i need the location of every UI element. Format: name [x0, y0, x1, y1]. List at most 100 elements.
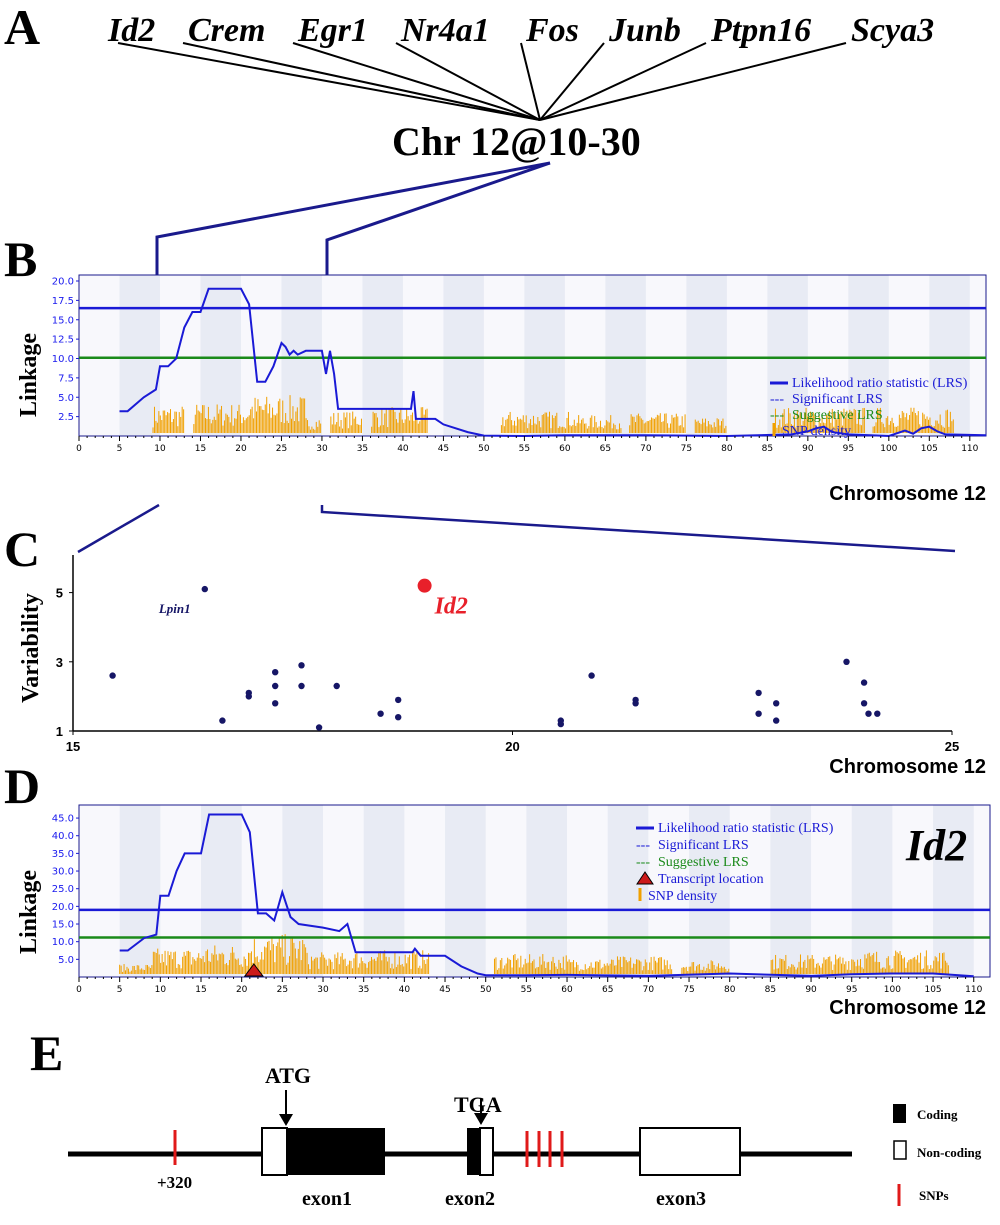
x-tick-label: 0: [76, 985, 82, 995]
stripe: [119, 275, 160, 436]
legend-swatch-dashes: ---: [636, 838, 650, 853]
x-tick-label: 75: [683, 985, 694, 995]
highlight-point-id2: [417, 578, 432, 593]
x-tick-label: 80: [721, 444, 733, 454]
x-tick-label: 20: [236, 985, 248, 995]
scatter-point: [245, 689, 252, 697]
stripe: [443, 275, 484, 436]
y-tick-label: 17.5: [52, 296, 74, 307]
x-tick-label: 90: [805, 985, 817, 995]
y-tick-label: 10.0: [52, 937, 74, 948]
y-tick-label: 45.0: [52, 814, 74, 825]
stripe: [363, 805, 405, 977]
x-tick-label: 110: [961, 444, 978, 454]
gene-label-id2: Id2: [107, 12, 155, 49]
zoom-connector-a-b: [155, 161, 551, 282]
x-tick-label: 85: [765, 985, 776, 995]
y-tick-label: 25.0: [52, 884, 74, 895]
edge-junb: [539, 42, 605, 121]
x-axis-label: Chromosome 12: [829, 997, 986, 1019]
y-tick-label: 15.0: [52, 315, 74, 326]
x-tick-label: 100: [884, 985, 901, 995]
locus-label: Chr 12@10-30: [392, 119, 641, 164]
legend-snp-label: SNPs: [919, 1188, 949, 1203]
edge-nr4a1: [395, 42, 541, 121]
x-axis-label: Chromosome 12: [829, 483, 986, 505]
snp-cluster: [525, 1131, 564, 1167]
scatter-point: [109, 672, 116, 679]
legend-label: Significant LRS: [658, 838, 749, 853]
stripe: [200, 275, 241, 436]
scatter-point: [843, 658, 850, 665]
exon3-label: exon3: [656, 1188, 706, 1210]
scatter-point: [298, 662, 305, 669]
scatter-point: [860, 700, 868, 707]
y-tick-label: 7.5: [58, 373, 74, 384]
y-axis-label: Variability: [18, 593, 44, 703]
stripe: [851, 805, 893, 977]
x-tick-label: 25: [276, 444, 287, 454]
y-tick-label: 15.0: [52, 920, 74, 931]
x-tick-label: 10: [154, 444, 166, 454]
legend-label: Likelihood ratio statistic (LRS): [792, 376, 968, 391]
x-tick-label: 90: [802, 444, 814, 454]
scatter-point: [860, 679, 868, 686]
exon2-noncoding: [479, 1127, 494, 1176]
legend-swatch-transcript: [636, 871, 654, 885]
scatter-point: [272, 700, 279, 707]
annotation-lpin1: Lpin1: [158, 601, 191, 616]
stripe: [933, 805, 974, 977]
x-tick-label: 0: [76, 444, 82, 454]
x-tick-label: 45: [439, 985, 450, 995]
x-tick-label: 30: [317, 985, 329, 995]
x-tick-label: 5: [117, 985, 123, 995]
y-tick-label: 5.0: [58, 393, 74, 404]
scatter-point: [315, 724, 323, 731]
scatter-point: [773, 700, 780, 707]
gene-label-junb: Junb: [608, 12, 681, 49]
legend-label: Significant LRS: [792, 392, 883, 407]
y-tick-label: 30.0: [52, 867, 74, 878]
stripe: [605, 275, 646, 436]
legend-swatch-dashes: ---: [770, 408, 784, 423]
snp-density: [152, 395, 954, 433]
legend-label: Suggestive LRS: [792, 408, 883, 423]
exon3-noncoding: [639, 1127, 741, 1176]
x-tick-label: 110: [965, 985, 982, 995]
x-axis-label: Chromosome 12: [829, 756, 986, 778]
y-tick-label: 5.0: [58, 955, 74, 966]
edge-crem: [182, 42, 541, 121]
exon2-coding: [467, 1128, 480, 1175]
edge-fos: [520, 42, 541, 121]
stripe: [119, 805, 161, 977]
x-tick-label: 60: [559, 444, 571, 454]
lrs-curve: [119, 287, 987, 438]
scatter-point: [272, 669, 279, 676]
x-tick-label: 85: [762, 444, 773, 454]
stripe: [770, 805, 812, 977]
x-tick-label: 80: [724, 985, 736, 995]
x-tick-label: 55: [519, 444, 530, 454]
stripe: [524, 275, 565, 436]
exon1-label: exon1: [302, 1188, 352, 1210]
gene-label-ptpn16: Ptpn16: [710, 12, 811, 49]
x-tick-label: 20: [505, 739, 519, 754]
x-tick-label: 35: [357, 444, 368, 454]
gene-label-nr4a1: Nr4a1: [400, 12, 490, 49]
x-tick-label: 10: [155, 985, 167, 995]
legend-noncoding-swatch: [893, 1140, 907, 1160]
panel-c-chart: 1 3 5 15 20 25 Variability Chromosome 12 Lpin1 Id…: [18, 555, 986, 778]
panel-e-gene-structure: +320 exon1 exon2 exon3 ATG TGA Coding No…: [68, 1063, 982, 1210]
stripe: [607, 805, 649, 977]
x-tick-label: 75: [681, 444, 692, 454]
legend-noncoding-label: Non-coding: [917, 1145, 982, 1160]
exon1-coding: [287, 1128, 385, 1175]
y-tick-label: 20.0: [52, 902, 74, 913]
x-tick-label: 25: [277, 985, 288, 995]
legend-label: Suggestive LRS: [658, 855, 749, 870]
legend-label: Likelihood ratio statistic (LRS): [658, 821, 834, 836]
scatter-point: [755, 689, 762, 697]
y-tick-label: 35.0: [52, 849, 74, 860]
panel-b-chart: 0 5 10 15 20 25 30 35 40 45 50 55 60 65 70 75 80 85 90 95 10…: [16, 274, 987, 505]
scatter-point: [557, 720, 564, 728]
